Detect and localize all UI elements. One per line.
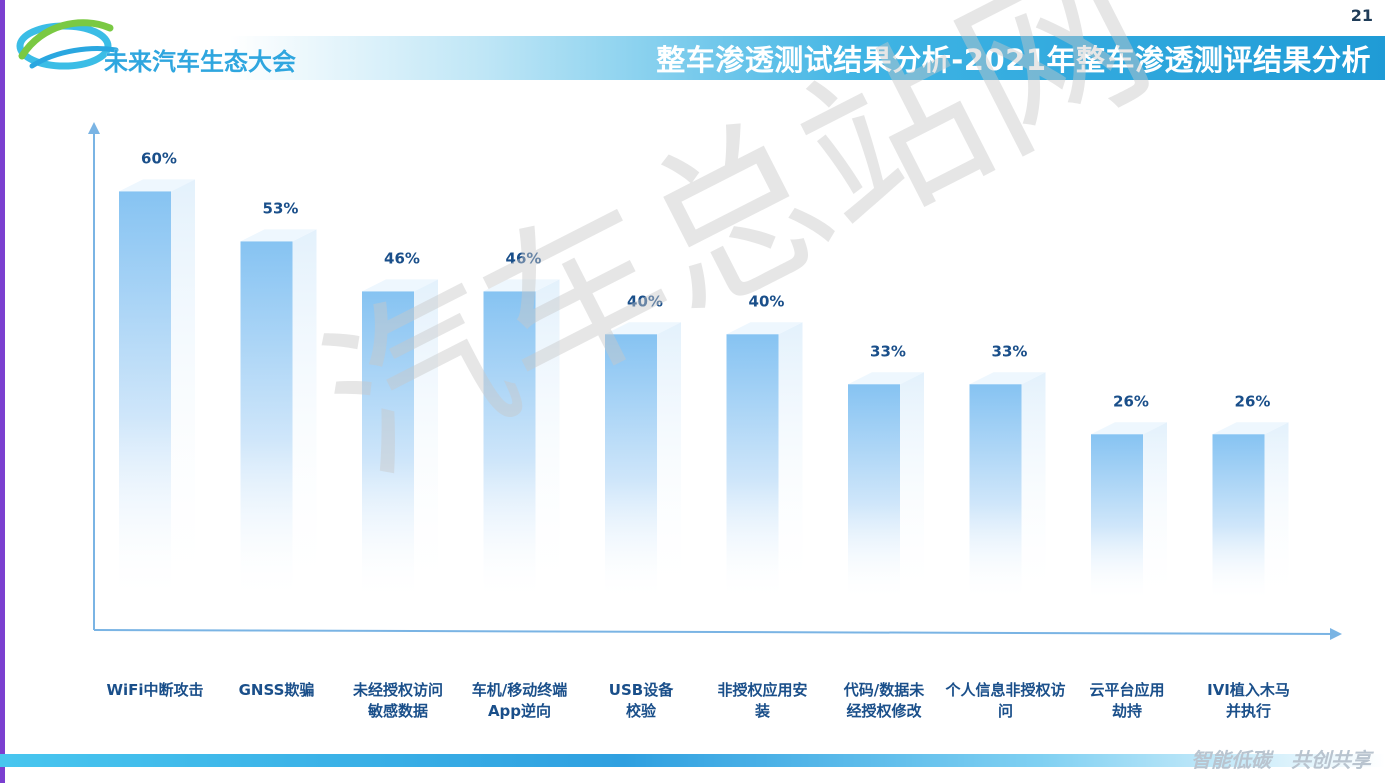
- bar-front-face: [848, 384, 900, 602]
- bar-3: [362, 279, 438, 602]
- bar-side-face: [535, 279, 560, 602]
- bar-top-face: [726, 322, 803, 335]
- data-label-1: 60%: [141, 149, 177, 167]
- bar-top-face: [240, 229, 317, 242]
- category-label-1: WiFi中断攻击: [106, 681, 203, 699]
- left-edge-accent: [0, 0, 5, 783]
- bar-side-face: [1021, 372, 1046, 602]
- bar-top-face: [605, 322, 681, 335]
- category-label-6: 非授权应用安装: [717, 681, 807, 720]
- bar-front-face: [726, 334, 779, 602]
- bar-side-face: [414, 279, 438, 602]
- bar-front-face: [1212, 434, 1265, 602]
- category-label-3: 未经授权访问敏感数据: [352, 681, 443, 720]
- bar-front-face: [1091, 434, 1143, 602]
- category-label-5: USB设备校验: [609, 681, 674, 720]
- category-label-10: IVI植入木马并执行: [1207, 681, 1290, 720]
- bar-top-face: [1212, 422, 1289, 435]
- brand-name: 未来汽车生态大会: [104, 48, 296, 76]
- bar-7: [848, 372, 924, 602]
- bar-5: [605, 322, 681, 602]
- bar-front-face: [605, 334, 657, 602]
- bar-side-face: [1264, 422, 1289, 602]
- bar-side-face: [171, 179, 195, 602]
- bar-top-face: [848, 372, 924, 385]
- bar-front-face: [240, 241, 293, 602]
- bar-side-face: [292, 229, 317, 602]
- bar-front-face: [362, 291, 414, 602]
- bar-top-face: [969, 372, 1046, 385]
- footer-slogan: 智能低碳 共创共享: [1191, 748, 1371, 772]
- bar-side-face: [900, 372, 924, 602]
- data-label-3: 46%: [384, 249, 420, 267]
- data-label-10: 26%: [1235, 392, 1271, 410]
- bar-side-face: [1143, 422, 1167, 602]
- bar-top-face: [362, 279, 438, 292]
- bar-front-face: [119, 191, 171, 602]
- category-label-2: GNSS欺骗: [239, 681, 315, 699]
- bar-1: [119, 179, 195, 602]
- bar-side-face: [778, 322, 803, 602]
- data-label-2: 53%: [263, 199, 299, 217]
- brand-logo-icon: [16, 19, 119, 70]
- bar-8: [969, 372, 1046, 602]
- bar-9: [1091, 422, 1167, 602]
- data-label-8: 33%: [992, 342, 1028, 360]
- data-label-9: 26%: [1113, 392, 1149, 410]
- data-label-4: 46%: [506, 249, 542, 267]
- category-label-9: 云平台应用劫持: [1089, 681, 1164, 720]
- page-title: 整车渗透测试结果分析-2021年整车渗透测评结果分析: [656, 43, 1371, 77]
- data-label-5: 40%: [627, 292, 663, 310]
- bar-front-face: [483, 291, 536, 602]
- bar-2: [240, 229, 317, 602]
- bar-top-face: [1091, 422, 1167, 435]
- category-label-8: 个人信息非授权访问: [944, 681, 1065, 720]
- footer-bar: [0, 754, 1385, 767]
- bar-side-face: [657, 322, 681, 602]
- bar-top-face: [483, 279, 560, 292]
- bar-top-face: [119, 179, 195, 192]
- bar-6: [726, 322, 803, 602]
- bar-front-face: [969, 384, 1022, 602]
- bar-10: [1212, 422, 1289, 602]
- bar-4: [483, 279, 560, 602]
- page-number: 21: [1350, 6, 1373, 25]
- category-label-7: 代码/数据未经授权修改: [843, 681, 925, 720]
- data-label-7: 33%: [870, 342, 906, 360]
- title-banner: [230, 36, 1385, 80]
- x-axis: [93, 627, 1342, 640]
- data-label-6: 40%: [749, 292, 785, 310]
- category-label-4: 车机/移动终端 App逆向: [472, 681, 567, 720]
